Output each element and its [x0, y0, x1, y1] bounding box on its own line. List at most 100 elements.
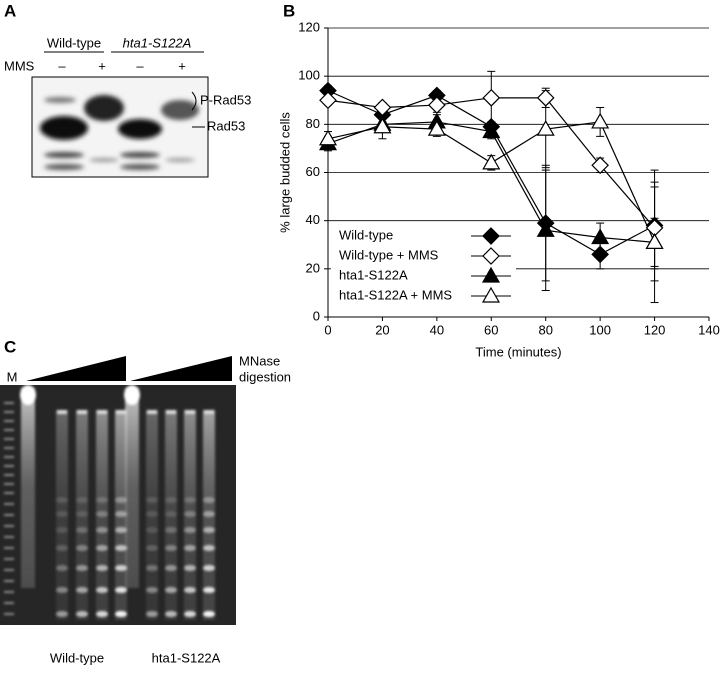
ladder-band	[4, 402, 14, 404]
ladder-band	[4, 591, 14, 593]
nucleosome-band	[203, 497, 215, 503]
nucleosome-band	[184, 497, 196, 503]
gradient-label: MNase	[239, 353, 280, 368]
marker	[536, 88, 555, 107]
ladder-band	[4, 492, 14, 494]
nucleosome-band	[76, 611, 88, 617]
ladder-band	[4, 558, 14, 560]
ladder-band	[4, 503, 14, 505]
nucleosome-band	[146, 587, 158, 593]
nucleosome-band	[165, 527, 177, 533]
marker	[482, 227, 500, 245]
nucleosome-band	[165, 545, 177, 551]
ladder-band	[4, 613, 14, 615]
treatment-sign: +	[178, 58, 186, 73]
y-tick-label: 100	[298, 68, 320, 83]
legend-label: hta1-S122A	[339, 267, 408, 282]
x-tick-label: 140	[698, 322, 720, 337]
series-line	[327, 121, 656, 243]
well-band	[124, 385, 140, 405]
marker	[482, 153, 501, 170]
gel-bands	[4, 385, 215, 620]
ladder-band	[4, 514, 14, 516]
lane-group-label: hta1-S122A	[152, 650, 221, 665]
series-line	[327, 121, 655, 243]
nucleosome-band	[76, 545, 88, 551]
nucleosome-band	[203, 565, 215, 571]
ladder-band	[4, 456, 14, 458]
x-tick-label: 60	[484, 322, 498, 337]
nucleosome-band	[56, 527, 68, 533]
nucleosome-band	[165, 511, 177, 517]
treatment-sign: –	[58, 58, 66, 73]
ladder-band	[4, 525, 14, 527]
nucleosome-band	[76, 587, 88, 593]
nucleosome-band	[96, 565, 108, 571]
treatment-sign: +	[98, 58, 106, 73]
nucleosome-band	[56, 511, 68, 517]
marker	[591, 228, 610, 245]
nucleosome-band	[146, 511, 158, 517]
nucleosome-band	[115, 565, 127, 571]
nucleosome-band	[56, 565, 68, 571]
x-axis-label: Time (minutes)	[475, 344, 561, 359]
legend-label: Wild-type	[339, 227, 393, 242]
nucleosome-band	[184, 565, 196, 571]
nucleosome-band	[184, 587, 196, 593]
nucleosome-band	[76, 527, 88, 533]
nucleosome-band	[115, 511, 127, 517]
bracket	[191, 91, 197, 111]
marker	[536, 119, 555, 136]
y-tick-label: 80	[306, 116, 320, 131]
ladder-band	[4, 483, 14, 485]
nucleosome-band	[146, 611, 158, 617]
y-tick-label: 40	[306, 212, 320, 227]
blot	[31, 76, 209, 178]
panel-label: B	[283, 1, 295, 20]
legend-label: hta1-S122A + MMS	[339, 287, 452, 302]
well	[147, 410, 157, 414]
marker	[481, 286, 501, 303]
ladder-band	[4, 447, 14, 449]
nucleosome-band	[165, 611, 177, 617]
ladder-band	[4, 602, 14, 604]
marker	[373, 117, 392, 134]
marker	[427, 119, 446, 136]
nucleosome-band	[184, 527, 196, 533]
marker	[591, 156, 609, 175]
y-tick-label: 60	[306, 164, 320, 179]
nucleosome-band	[203, 545, 215, 551]
nucleosome-band	[184, 511, 196, 517]
nucleosome-band	[96, 545, 108, 551]
gradient-label: digestion	[239, 369, 291, 384]
ladder-band	[4, 547, 14, 549]
legend-label: Wild-type + MMS	[339, 247, 439, 262]
nucleosome-band	[56, 587, 68, 593]
plot: 0 20 40 60 80 100 120 0 20 40 60 80 100 120 140 Time (m…	[277, 19, 719, 359]
ladder-band	[4, 420, 14, 422]
marker	[482, 247, 500, 265]
undigested-lane	[125, 388, 139, 588]
lane-group-label: hta1-S122A	[123, 35, 192, 50]
nucleosome-band	[76, 497, 88, 503]
gradient-wedge	[130, 356, 232, 381]
ladder-band	[4, 474, 14, 476]
marker	[318, 129, 338, 146]
gel	[0, 385, 236, 625]
marker	[481, 266, 501, 283]
treatment-label: MMS	[4, 58, 35, 73]
treatment-sign: –	[136, 58, 144, 73]
nucleosome-band	[146, 527, 158, 533]
marker	[536, 221, 555, 237]
nucleosome-band	[203, 587, 215, 593]
ladder-band	[4, 411, 14, 413]
marker	[482, 122, 501, 139]
nucleosome-band	[165, 587, 177, 593]
ladder-band	[4, 438, 14, 440]
ladder-band	[4, 536, 14, 538]
nucleosome-band	[56, 497, 68, 503]
nucleosome-band	[96, 511, 108, 517]
nucleosome-band	[76, 511, 88, 517]
ladder-band	[4, 569, 14, 571]
well	[77, 410, 87, 414]
